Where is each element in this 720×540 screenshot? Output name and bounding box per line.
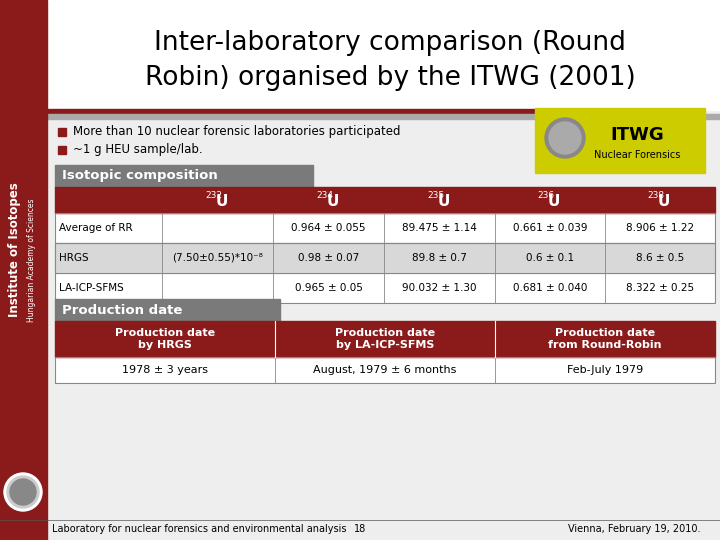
- Text: 0.965 ± 0.05: 0.965 ± 0.05: [294, 283, 362, 293]
- Text: Isotopic composition: Isotopic composition: [62, 170, 217, 183]
- Bar: [55, 213, 715, 243]
- Text: Production date
by HRGS: Production date by HRGS: [115, 328, 215, 350]
- Bar: [47, 0, 720, 110]
- Text: U: U: [658, 193, 670, 208]
- Text: 0.964 ± 0.055: 0.964 ± 0.055: [292, 223, 366, 233]
- Bar: [55, 357, 715, 383]
- Text: HRGS: HRGS: [59, 253, 89, 263]
- Bar: [535, 108, 705, 173]
- Bar: [55, 273, 715, 303]
- Text: U: U: [437, 193, 450, 208]
- Bar: [55, 243, 715, 273]
- Text: 8.322 ± 0.25: 8.322 ± 0.25: [626, 283, 694, 293]
- Bar: [55, 299, 280, 321]
- Circle shape: [545, 118, 585, 158]
- Text: 232: 232: [205, 191, 222, 199]
- Text: 8.906 ± 1.22: 8.906 ± 1.22: [626, 223, 694, 233]
- Text: 0.98 ± 0.07: 0.98 ± 0.07: [298, 253, 359, 263]
- Text: Average of RR: Average of RR: [59, 223, 132, 233]
- Text: U: U: [548, 193, 560, 208]
- Text: Hungarian Academy of Sciences: Hungarian Academy of Sciences: [27, 198, 35, 322]
- Text: ITWG: ITWG: [610, 126, 664, 144]
- Text: 235: 235: [427, 191, 444, 199]
- Text: Feb-July 1979: Feb-July 1979: [567, 365, 643, 375]
- Text: 238: 238: [647, 191, 665, 199]
- Text: 90.032 ± 1.30: 90.032 ± 1.30: [402, 283, 477, 293]
- Text: 236: 236: [537, 191, 554, 199]
- Bar: [58, 146, 66, 154]
- Text: (7.50±0.55)*10⁻⁸: (7.50±0.55)*10⁻⁸: [172, 253, 263, 263]
- Text: 0.6 ± 0.1: 0.6 ± 0.1: [526, 253, 574, 263]
- Text: Laboratory for nuclear forensics and environmental analysis: Laboratory for nuclear forensics and env…: [52, 524, 346, 534]
- Text: Nuclear Forensics: Nuclear Forensics: [594, 150, 680, 160]
- Text: Production date
by LA-ICP-SFMS: Production date by LA-ICP-SFMS: [335, 328, 435, 350]
- Text: 1978 ± 3 years: 1978 ± 3 years: [122, 365, 208, 375]
- Text: 0.681 ± 0.040: 0.681 ± 0.040: [513, 283, 588, 293]
- Text: U: U: [215, 193, 228, 208]
- Text: Vienna, February 19, 2010.: Vienna, February 19, 2010.: [567, 524, 700, 534]
- Bar: [55, 273, 715, 303]
- Text: Institute of Isotopes: Institute of Isotopes: [9, 183, 22, 318]
- Text: ~1 g HEU sample/lab.: ~1 g HEU sample/lab.: [73, 144, 202, 157]
- Text: August, 1979 ± 6 months: August, 1979 ± 6 months: [313, 365, 456, 375]
- Text: Production date: Production date: [62, 303, 182, 316]
- Circle shape: [10, 479, 36, 505]
- Circle shape: [4, 473, 42, 511]
- Bar: [55, 165, 313, 187]
- Text: Robin) organised by the ITWG (2001): Robin) organised by the ITWG (2001): [145, 65, 635, 91]
- Bar: [47, 109, 607, 116]
- Bar: [55, 213, 715, 243]
- Bar: [47, 119, 720, 522]
- Text: 18: 18: [354, 524, 366, 534]
- Text: U: U: [326, 193, 338, 208]
- Bar: [55, 187, 715, 213]
- Circle shape: [7, 476, 39, 508]
- Bar: [55, 321, 715, 357]
- Bar: [55, 357, 715, 383]
- Text: 234: 234: [316, 191, 333, 199]
- Text: 89.8 ± 0.7: 89.8 ± 0.7: [412, 253, 467, 263]
- Text: Inter-laboratory comparison (Round: Inter-laboratory comparison (Round: [154, 30, 626, 56]
- Bar: [58, 128, 66, 136]
- Text: 0.661 ± 0.039: 0.661 ± 0.039: [513, 223, 588, 233]
- Circle shape: [549, 122, 581, 154]
- Bar: [55, 243, 715, 273]
- Text: Production date
from Round-Robin: Production date from Round-Robin: [548, 328, 662, 350]
- Text: 89.475 ± 1.14: 89.475 ± 1.14: [402, 223, 477, 233]
- Text: More than 10 nuclear forensic laboratories participated: More than 10 nuclear forensic laboratori…: [73, 125, 400, 138]
- Text: LA-ICP-SFMS: LA-ICP-SFMS: [59, 283, 124, 293]
- Bar: [47, 114, 720, 119]
- Bar: [0, 0, 47, 540]
- Text: 8.6 ± 0.5: 8.6 ± 0.5: [636, 253, 684, 263]
